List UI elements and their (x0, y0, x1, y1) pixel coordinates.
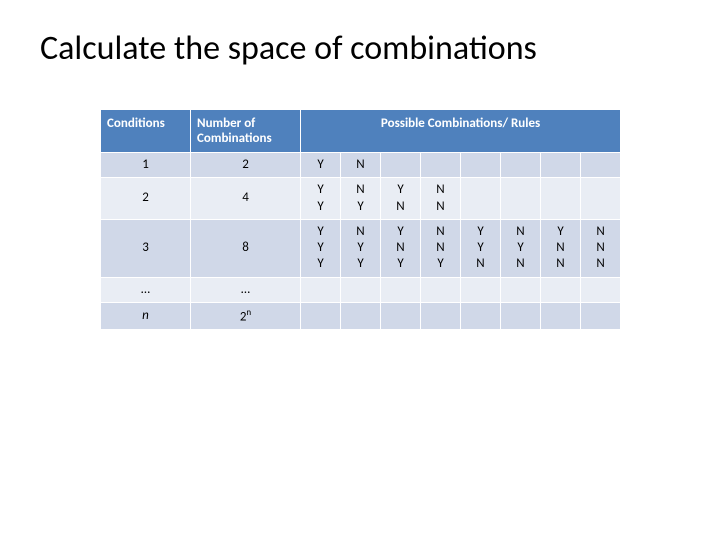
cell-combination (501, 153, 541, 178)
cell-combination (541, 302, 581, 330)
col-number: Number of Combinations (191, 110, 301, 153)
cell-combination: Y Y Y (301, 219, 341, 277)
cell-combination (541, 277, 581, 302)
cell-combination (421, 302, 461, 330)
cell-conditions: 1 (101, 153, 191, 178)
cell-number: 8 (191, 219, 301, 277)
cell-combination: N Y N (501, 219, 541, 277)
cell-number: 2 (191, 153, 301, 178)
cell-combination (461, 302, 501, 330)
cell-combination (581, 277, 621, 302)
slide: Calculate the space of combinations Cond… (0, 0, 720, 540)
cell-combination: N N N (581, 219, 621, 277)
table-row: n2n (101, 302, 621, 330)
cell-combination: Y N (381, 178, 421, 220)
cell-combination (301, 302, 341, 330)
col-conditions: Conditions (101, 110, 191, 153)
cell-combination: Y Y N (461, 219, 501, 277)
cell-combination (501, 178, 541, 220)
cell-combination: N N (421, 178, 461, 220)
cell-combination (541, 178, 581, 220)
cell-combination (301, 277, 341, 302)
table-row: …… (101, 277, 621, 302)
cell-combination: N (341, 153, 381, 178)
cell-combination: Y N Y (381, 219, 421, 277)
cell-number: 4 (191, 178, 301, 220)
table-row: 24Y YN YY NN N (101, 178, 621, 220)
combinations-table-wrap: Conditions Number of Combinations Possib… (100, 109, 620, 330)
cell-number: … (191, 277, 301, 302)
cell-combination (341, 302, 381, 330)
cell-combination (461, 178, 501, 220)
cell-combination (421, 153, 461, 178)
table-header-row: Conditions Number of Combinations Possib… (101, 110, 621, 153)
cell-combination (381, 277, 421, 302)
table-body: 12YN24Y YN YY NN N38Y Y YN Y YY N YN N Y… (101, 153, 621, 330)
cell-combination: N N Y (421, 219, 461, 277)
cell-conditions: n (101, 302, 191, 330)
col-possible: Possible Combinations/ Rules (301, 110, 621, 153)
cell-combination: Y Y (301, 178, 341, 220)
cell-combination (381, 153, 421, 178)
cell-combination: N Y Y (341, 219, 381, 277)
cell-combination (501, 277, 541, 302)
cell-combination (461, 277, 501, 302)
page-title: Calculate the space of combinations (40, 28, 680, 69)
combinations-table: Conditions Number of Combinations Possib… (100, 109, 621, 330)
cell-combination (501, 302, 541, 330)
cell-combination (581, 178, 621, 220)
cell-combination (581, 153, 621, 178)
cell-combination: Y (301, 153, 341, 178)
cell-number: 2n (191, 302, 301, 330)
cell-conditions: 2 (101, 178, 191, 220)
cell-combination: N Y (341, 178, 381, 220)
cell-combination (461, 153, 501, 178)
cell-combination (421, 277, 461, 302)
cell-conditions: 3 (101, 219, 191, 277)
cell-combination (541, 153, 581, 178)
cell-combination (581, 302, 621, 330)
cell-conditions: … (101, 277, 191, 302)
cell-combination: Y N N (541, 219, 581, 277)
cell-combination (341, 277, 381, 302)
cell-combination (381, 302, 421, 330)
table-row: 38Y Y YN Y YY N YN N YY Y NN Y NY N NN N… (101, 219, 621, 277)
table-row: 12YN (101, 153, 621, 178)
